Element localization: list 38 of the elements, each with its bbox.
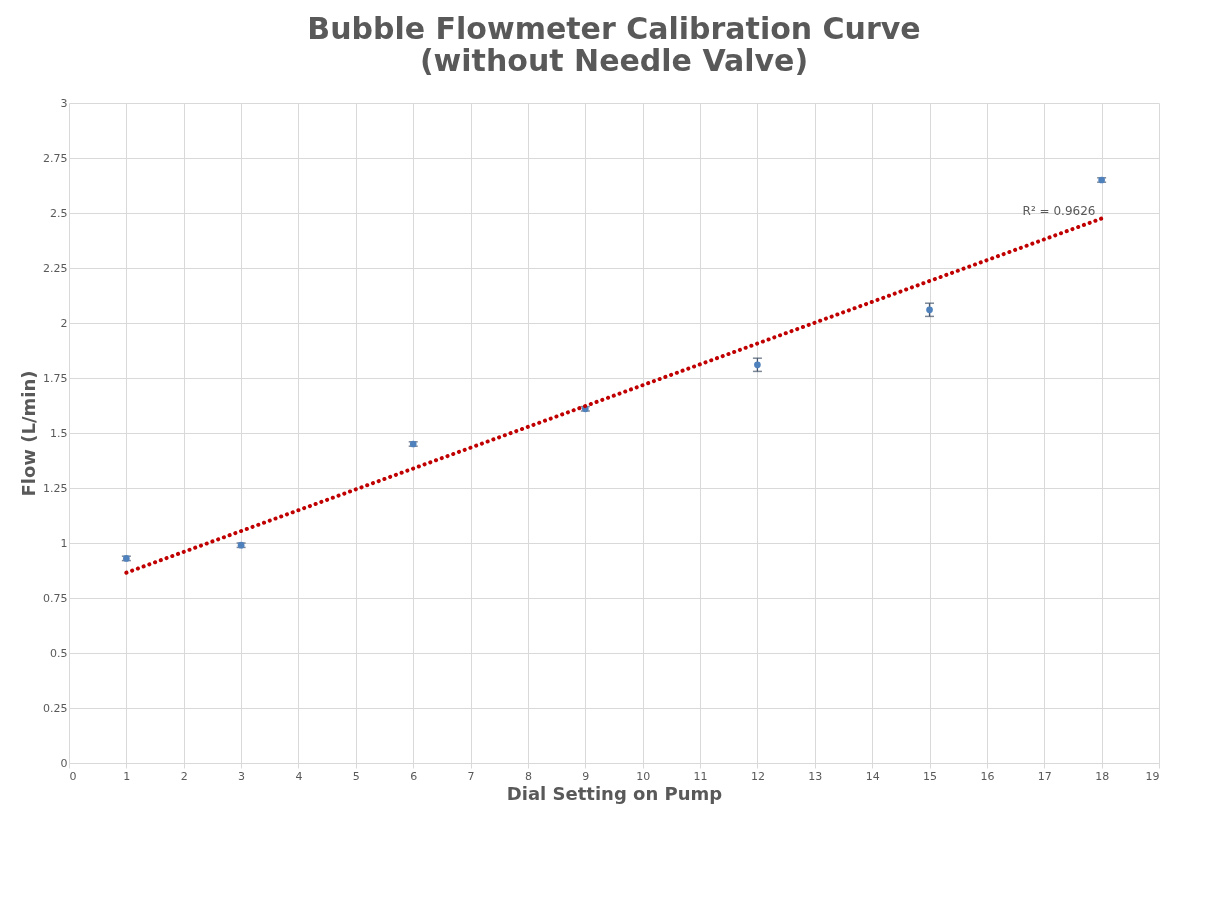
y-axis-title: Flow (L/min) [18,370,40,497]
y-tick-label: 1.25 [43,481,68,495]
x-tick-label: 10 [636,769,651,783]
x-tick-label: 1 [123,769,131,783]
y-tick-label: 2.25 [43,261,68,275]
y-tick-label: 1 [60,536,68,550]
x-tick-label: 4 [295,769,303,783]
x-tick-label: 13 [808,769,823,783]
x-tick-label: 9 [582,769,590,783]
text: (without Needle Valve) [419,43,809,78]
text: Bubble Flowmeter Calibration Curve [307,11,921,46]
x-tick-label: 16 [980,769,995,783]
x-tick-label: 3 [238,769,246,783]
x-tick-label: 6 [410,769,418,783]
y-tick-label: 0.25 [43,701,68,715]
y-tick-label: 2.75 [43,151,68,165]
y-tick-label: 1.5 [50,426,68,440]
y-tick-label: 2 [60,316,68,330]
x-axis-title: Dial Setting on Pump [506,782,723,804]
x-tick-label: 0 [69,769,77,783]
x-tick-label: 7 [467,769,475,783]
x-tick-label: 12 [750,769,765,783]
y-tick-label: 0.5 [50,646,68,660]
x-tick-label: 17 [1037,769,1052,783]
y-tick-label: 0 [60,756,68,770]
y-tick-label: 1.75 [43,371,68,385]
x-tick-label: 19 [1145,769,1160,783]
x-tick-label: 5 [352,769,360,783]
y-tick-label: 0.75 [43,591,68,605]
x-tick-label: 2 [180,769,188,783]
x-tick-label: 8 [524,769,532,783]
annotation: R² = 0.9626 [1022,204,1096,218]
x-tick-label: 18 [1095,769,1110,783]
y-tick-label: 3 [60,96,68,110]
x-tick-label: 14 [865,769,880,783]
x-tick-label: 15 [923,769,938,783]
x-tick-label: 11 [693,769,708,783]
y-tick-label: 2.5 [50,206,68,220]
